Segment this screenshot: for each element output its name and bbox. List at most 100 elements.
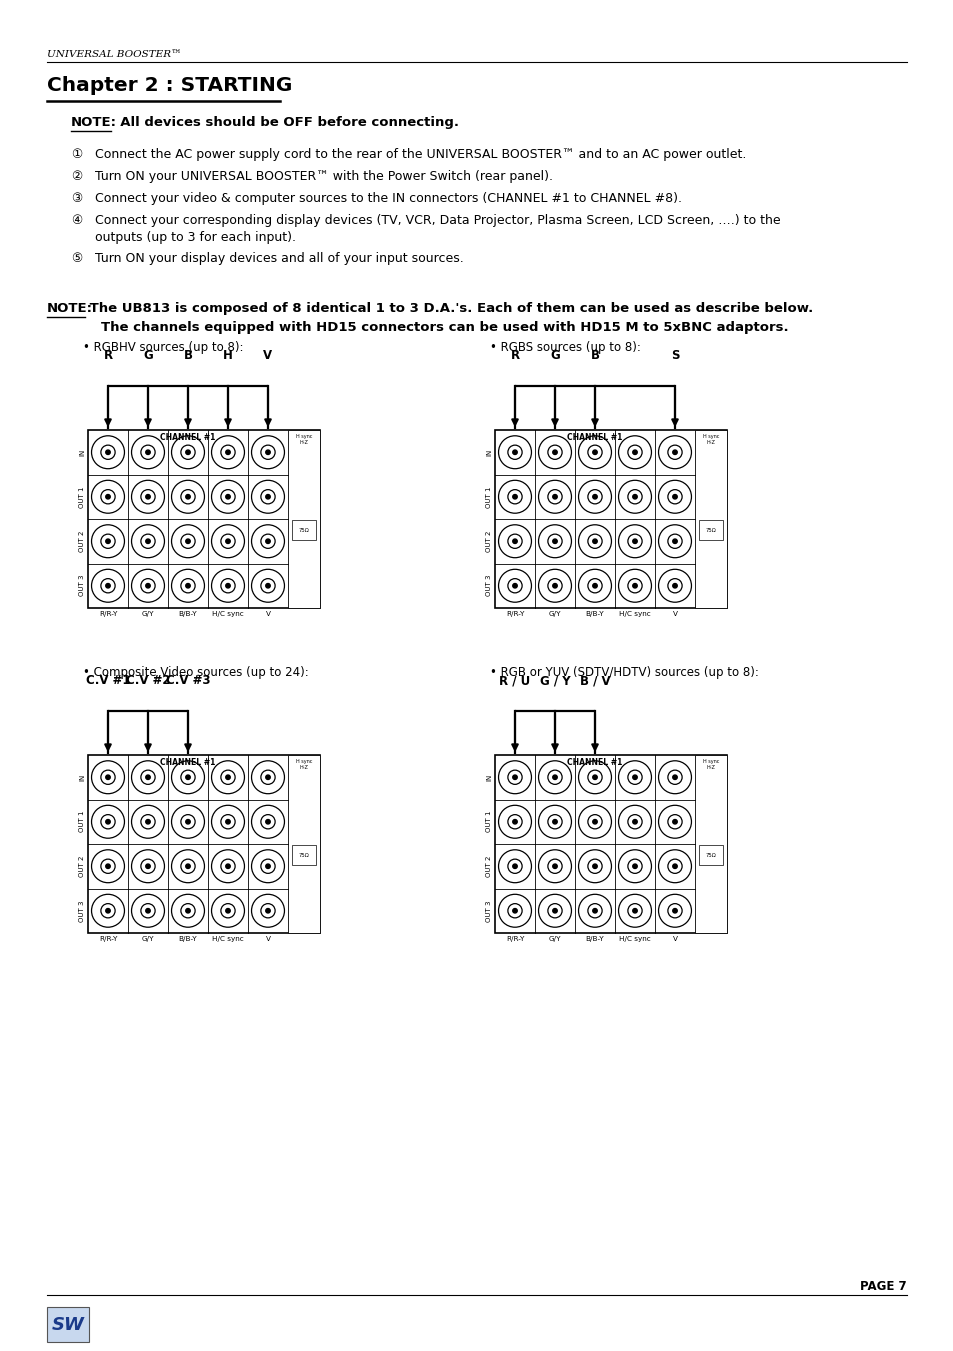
Circle shape <box>146 450 150 454</box>
Bar <box>88 430 319 608</box>
Circle shape <box>672 908 677 913</box>
Text: OUT 1: OUT 1 <box>79 486 85 508</box>
Text: IN: IN <box>485 774 492 781</box>
Circle shape <box>146 494 150 499</box>
Circle shape <box>106 908 111 913</box>
Text: H/C sync: H/C sync <box>212 936 244 942</box>
Circle shape <box>226 775 230 780</box>
Circle shape <box>672 494 677 499</box>
Circle shape <box>592 494 597 499</box>
Text: H sync
H-Z: H sync H-Z <box>702 759 719 770</box>
Circle shape <box>552 865 557 869</box>
Text: R/R-Y: R/R-Y <box>99 936 117 942</box>
Text: OUT 3: OUT 3 <box>79 576 85 597</box>
Text: OUT 3: OUT 3 <box>485 900 492 921</box>
Text: C.V #2: C.V #2 <box>126 674 170 688</box>
Circle shape <box>672 584 677 588</box>
Text: SW: SW <box>51 1316 85 1333</box>
Text: • Composite Video sources (up to 24):: • Composite Video sources (up to 24): <box>83 666 309 680</box>
Text: R/R-Y: R/R-Y <box>505 611 523 617</box>
Text: B/B-Y: B/B-Y <box>178 936 197 942</box>
Text: OUT 2: OUT 2 <box>79 531 85 553</box>
Text: • RGBHV sources (up to 8):: • RGBHV sources (up to 8): <box>83 340 243 354</box>
Circle shape <box>672 820 677 824</box>
Text: NOTE:: NOTE: <box>71 116 117 128</box>
Circle shape <box>106 450 111 454</box>
Circle shape <box>632 450 637 454</box>
Text: R: R <box>103 349 112 362</box>
Circle shape <box>632 865 637 869</box>
Text: The channels equipped with HD15 connectors can be used with HD15 M to 5xBNC adap: The channels equipped with HD15 connecto… <box>101 322 788 334</box>
Text: Turn ON your display devices and all of your input sources.: Turn ON your display devices and all of … <box>95 253 463 265</box>
Circle shape <box>226 865 230 869</box>
Circle shape <box>552 584 557 588</box>
Text: Chapter 2 : STARTING: Chapter 2 : STARTING <box>47 76 292 95</box>
Text: • RGBS sources (up to 8):: • RGBS sources (up to 8): <box>490 340 640 354</box>
Text: OUT 1: OUT 1 <box>79 811 85 832</box>
Circle shape <box>266 494 270 499</box>
Text: H: H <box>223 349 233 362</box>
Text: The UB813 is composed of 8 identical 1 to 3 D.A.'s. Each of them can be used as : The UB813 is composed of 8 identical 1 t… <box>85 303 812 315</box>
Text: OUT 1: OUT 1 <box>485 486 492 508</box>
Circle shape <box>226 494 230 499</box>
Circle shape <box>186 865 190 869</box>
Text: OUT 3: OUT 3 <box>79 900 85 921</box>
Circle shape <box>186 908 190 913</box>
Bar <box>699 846 722 866</box>
Circle shape <box>512 494 517 499</box>
Circle shape <box>512 450 517 454</box>
Circle shape <box>672 450 677 454</box>
Circle shape <box>146 584 150 588</box>
Text: Turn ON your UNIVERSAL BOOSTER™ with the Power Switch (rear panel).: Turn ON your UNIVERSAL BOOSTER™ with the… <box>95 170 553 182</box>
Text: V: V <box>265 936 271 942</box>
Circle shape <box>512 584 517 588</box>
Bar <box>699 520 722 540</box>
Circle shape <box>226 450 230 454</box>
Bar <box>495 430 726 608</box>
Text: R: R <box>510 349 519 362</box>
Bar <box>88 755 319 934</box>
Text: 75Ω: 75Ω <box>298 528 309 532</box>
Circle shape <box>512 775 517 780</box>
Text: CHANNEL #1: CHANNEL #1 <box>567 434 622 442</box>
Circle shape <box>186 820 190 824</box>
Text: ⑤: ⑤ <box>71 253 82 265</box>
Text: OUT 3: OUT 3 <box>485 576 492 597</box>
Circle shape <box>106 539 111 543</box>
Circle shape <box>146 865 150 869</box>
Text: G/Y: G/Y <box>548 936 560 942</box>
Circle shape <box>632 908 637 913</box>
Text: V: V <box>265 611 271 617</box>
Circle shape <box>512 865 517 869</box>
Circle shape <box>512 539 517 543</box>
Circle shape <box>672 865 677 869</box>
Text: Connect your corresponding display devices (TV, VCR, Data Projector, Plasma Scre: Connect your corresponding display devic… <box>95 213 780 245</box>
Circle shape <box>592 775 597 780</box>
Circle shape <box>146 908 150 913</box>
Text: OUT 2: OUT 2 <box>485 531 492 553</box>
Circle shape <box>592 865 597 869</box>
Text: V: V <box>672 611 677 617</box>
Text: Connect the AC power supply cord to the rear of the UNIVERSAL BOOSTER™ and to an: Connect the AC power supply cord to the … <box>95 149 745 161</box>
Text: PAGE 7: PAGE 7 <box>860 1279 906 1293</box>
Circle shape <box>186 775 190 780</box>
Text: H/C sync: H/C sync <box>618 611 650 617</box>
Bar <box>695 755 726 934</box>
Circle shape <box>106 775 111 780</box>
Text: B / V: B / V <box>579 674 610 688</box>
Bar <box>47 1306 89 1342</box>
Circle shape <box>592 820 597 824</box>
Text: UNIVERSAL BOOSTER™: UNIVERSAL BOOSTER™ <box>47 50 181 59</box>
Text: ①: ① <box>71 149 82 161</box>
Text: CHANNEL #1: CHANNEL #1 <box>567 758 622 767</box>
Text: H/C sync: H/C sync <box>618 936 650 942</box>
Text: H sync
H-Z: H sync H-Z <box>295 759 312 770</box>
Text: R/R-Y: R/R-Y <box>505 936 523 942</box>
Circle shape <box>106 865 111 869</box>
Text: B/B-Y: B/B-Y <box>585 611 603 617</box>
Text: OUT 2: OUT 2 <box>79 855 85 877</box>
Circle shape <box>146 820 150 824</box>
Circle shape <box>146 775 150 780</box>
Circle shape <box>592 539 597 543</box>
Text: G/Y: G/Y <box>142 611 154 617</box>
